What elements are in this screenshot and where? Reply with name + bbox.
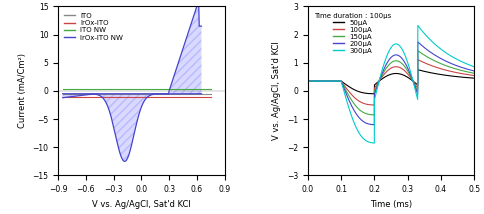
Polygon shape <box>63 1 201 161</box>
Legend: ITO, IrOx-ITO, ITO NW, IrOx-ITO NW: ITO, IrOx-ITO, ITO NW, IrOx-ITO NW <box>61 10 126 44</box>
X-axis label: V vs. Ag/AgCl, Sat'd KCl: V vs. Ag/AgCl, Sat'd KCl <box>92 200 191 209</box>
X-axis label: Time (ms): Time (ms) <box>370 200 412 209</box>
Y-axis label: V vs. Ag/AgCl, Sat'd KCl: V vs. Ag/AgCl, Sat'd KCl <box>272 42 281 140</box>
Y-axis label: Current (mA/Cm²): Current (mA/Cm²) <box>18 54 27 128</box>
Legend: 50μA, 100μA, 150μA, 200μA, 300μA: 50μA, 100μA, 150μA, 200μA, 300μA <box>311 10 394 57</box>
